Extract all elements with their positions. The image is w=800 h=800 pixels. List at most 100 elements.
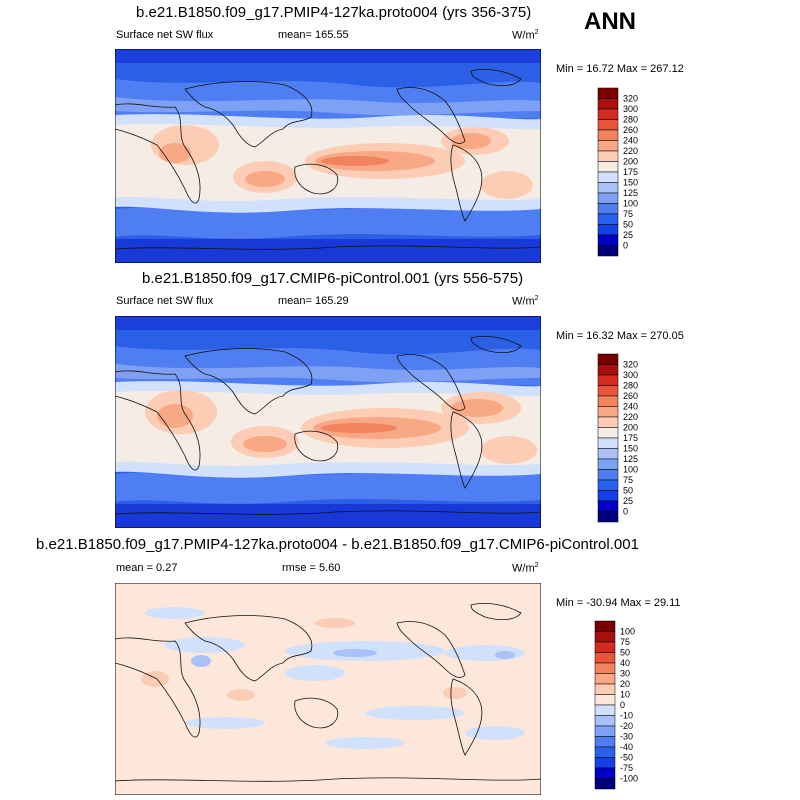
- colorbar-box: [597, 469, 619, 481]
- colorbar-box: [597, 119, 619, 131]
- colorbar-label: 0: [620, 700, 625, 710]
- colorbar-label: -100: [620, 774, 638, 784]
- colorbar-label: 25: [623, 496, 633, 506]
- colorbar-label: -10: [620, 711, 633, 721]
- panel-1-mean-label: mean= 165.55: [278, 29, 349, 41]
- panel-1-minmax: Min = 16.72 Max = 267.12: [556, 63, 684, 75]
- colorbar-label: 150: [623, 444, 638, 454]
- colorbar-label: 0: [623, 507, 628, 517]
- colorbar-box: [597, 213, 619, 225]
- colorbar-box: [594, 620, 616, 632]
- colorbar-box: [597, 479, 619, 491]
- colorbar-box: [597, 140, 619, 152]
- colorbar-box: [597, 150, 619, 162]
- colorbar-label: 30: [620, 669, 630, 679]
- colorbar-label: 50: [623, 486, 633, 496]
- colorbar-box: [594, 662, 616, 674]
- colorbar-label: 220: [623, 412, 638, 422]
- colorbar-box: [597, 129, 619, 141]
- colorbar-box: [594, 778, 616, 790]
- panel-3-mean-label: mean = 0.27: [116, 562, 178, 574]
- colorbar-label: -40: [620, 742, 633, 752]
- colorbar-box: [594, 746, 616, 758]
- colorbar-box: [597, 437, 619, 449]
- panel-1-variable-label: Surface net SW flux: [116, 29, 214, 41]
- colorbar-box: [597, 98, 619, 110]
- colorbar-box: [597, 353, 619, 365]
- colorbar-label: 25: [623, 230, 633, 240]
- colorbar-box: [597, 490, 619, 502]
- panel-3-rmse-label: rmse = 5.60: [282, 562, 341, 574]
- colorbar-label: 240: [623, 402, 638, 412]
- colorbar-box: [597, 385, 619, 397]
- colorbar-box: [597, 224, 619, 236]
- colorbar-label: 75: [620, 637, 630, 647]
- colorbar-box: [597, 406, 619, 418]
- panel-3-minmax: Min = -30.94 Max = 29.11: [556, 597, 681, 609]
- panel-2-map: [115, 316, 541, 528]
- colorbar-label: 200: [623, 423, 638, 433]
- colorbar-box: [594, 725, 616, 737]
- colorbar-box: [594, 683, 616, 695]
- colorbar-box: [597, 427, 619, 439]
- colorbar-box: [594, 673, 616, 685]
- colorbar-box: [597, 171, 619, 183]
- panel-1-map: [115, 49, 541, 263]
- colorbar-label: 100: [620, 627, 635, 637]
- colorbar-label: 300: [623, 104, 638, 114]
- colorbar-label: -75: [620, 763, 633, 773]
- colorbar-box: [597, 234, 619, 246]
- colorbar-label: 0: [623, 241, 628, 251]
- colorbar-label: 50: [623, 220, 633, 230]
- colorbar-box: [597, 416, 619, 428]
- colorbar-box: [594, 694, 616, 706]
- colorbar-label: 320: [623, 360, 638, 370]
- colorbar-box: [597, 245, 619, 257]
- colorbar-box: [597, 364, 619, 376]
- panel-3-title: b.e21.B1850.f09_g17.PMIP4-127ka.proto004…: [36, 536, 639, 553]
- colorbar-box: [597, 374, 619, 386]
- colorbar-label: 125: [623, 188, 638, 198]
- colorbar-box: [594, 736, 616, 748]
- panel-1-units: W/m2: [512, 29, 539, 42]
- colorbar-box: [594, 715, 616, 727]
- colorbar-label: 280: [623, 115, 638, 125]
- colorbar-box: [597, 161, 619, 173]
- panel-2-variable-label: Surface net SW flux: [116, 295, 214, 307]
- colorbar-box: [597, 182, 619, 194]
- colorbar-label: 175: [623, 167, 638, 177]
- colorbar-box: [597, 448, 619, 460]
- colorbar-label: 10: [620, 690, 630, 700]
- colorbar-label: 280: [623, 381, 638, 391]
- colorbar-box: [594, 757, 616, 769]
- colorbar-label: 50: [620, 648, 630, 658]
- colorbar-box: [597, 500, 619, 512]
- colorbar-label: -30: [620, 732, 633, 742]
- colorbar-box: [597, 87, 619, 99]
- colorbar-box: [594, 652, 616, 664]
- colorbar-box: [594, 641, 616, 653]
- colorbar-box: [597, 395, 619, 407]
- colorbar-label: 20: [620, 679, 630, 689]
- season-label: ANN: [584, 8, 636, 35]
- colorbar-label: -20: [620, 721, 633, 731]
- panel-3-units: W/m2: [512, 562, 539, 575]
- colorbar-label: 175: [623, 433, 638, 443]
- colorbar-label: 100: [623, 465, 638, 475]
- colorbar-label: 320: [623, 94, 638, 104]
- colorbar-box: [594, 631, 616, 643]
- panel-1-title: b.e21.B1850.f09_g17.PMIP4-127ka.proto004…: [136, 4, 532, 21]
- colorbar-label: 240: [623, 136, 638, 146]
- colorbar-box: [594, 704, 616, 716]
- colorbar-label: 75: [623, 475, 633, 485]
- panel-2-mean-label: mean= 165.29: [278, 295, 349, 307]
- panel-3-map: [115, 583, 541, 795]
- colorbar-label: 300: [623, 370, 638, 380]
- panel-2-minmax: Min = 16.32 Max = 270.05: [556, 330, 684, 342]
- colorbar-box: [594, 767, 616, 779]
- colorbar-box: [597, 192, 619, 204]
- colorbar-box: [597, 511, 619, 523]
- colorbar-box: [597, 458, 619, 470]
